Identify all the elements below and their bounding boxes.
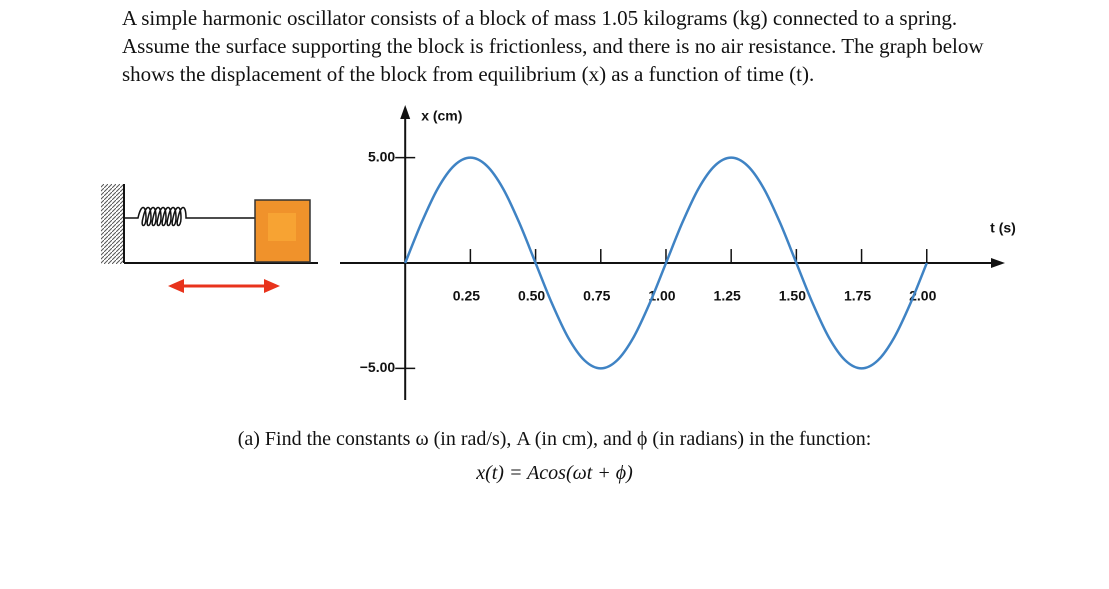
x-tick-label: 1.75 xyxy=(844,288,871,304)
displacement-curve xyxy=(404,156,928,370)
spring xyxy=(124,206,255,227)
x-axis-arrow xyxy=(991,258,1005,269)
x-tick-label: 0.50 xyxy=(518,288,545,304)
arrow-head xyxy=(168,279,184,293)
x-tick-label: 0.25 xyxy=(453,288,480,304)
arrow-head xyxy=(264,279,280,293)
x-tick-label: 1.50 xyxy=(779,288,806,304)
y-tick-label: 5.00 xyxy=(368,148,395,164)
y-axis-label: x (cm) xyxy=(421,108,462,124)
formula: x(t) = Acos(ωt + ϕ) xyxy=(476,462,633,484)
y-axis-arrow xyxy=(400,105,411,119)
x-tick-label: 1.25 xyxy=(714,288,741,304)
problem-intro: A simple harmonic oscillator consists of… xyxy=(122,6,984,86)
x-tick-label: 0.75 xyxy=(583,288,610,304)
block-highlight xyxy=(268,213,296,241)
plot: t (s)x (cm)0.25 0.50 0.75 1.00 1.25 1.50 1.75 2… xyxy=(340,105,1016,400)
spring-diagram xyxy=(101,184,318,293)
wall xyxy=(101,184,123,264)
x-axis-label: t (s) xyxy=(990,220,1016,236)
question: (a) Find the constants ω (in rad/s), A (… xyxy=(237,428,872,450)
y-tick-label: −5.00 xyxy=(360,359,396,375)
